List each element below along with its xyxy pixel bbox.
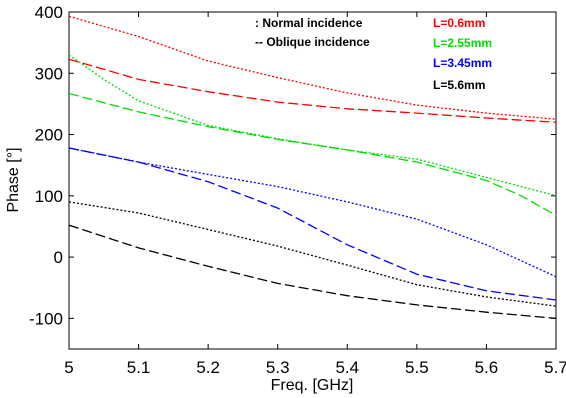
- x-tick-label: 5: [64, 358, 73, 377]
- y-tick-label: -100: [29, 309, 63, 328]
- x-tick-label: 5.2: [196, 358, 220, 377]
- x-tick-label: 5.6: [475, 358, 499, 377]
- y-axis-label: Phase [°]: [5, 147, 22, 212]
- x-axis-label: Freq. [GHz]: [271, 377, 354, 394]
- x-tick-label: 5.3: [266, 358, 290, 377]
- x-tick-label: 5.1: [127, 358, 151, 377]
- series-line-2-dashed: [68, 58, 557, 123]
- y-tick-label: 400: [35, 3, 63, 22]
- series-line-1-dotted: [68, 15, 557, 120]
- series-line-8-dashed: [68, 224, 557, 320]
- x-tick-label: 5.7: [544, 358, 566, 377]
- legend-l-2-55mm: L=2.55mm: [433, 36, 492, 50]
- y-tick-label: 0: [54, 248, 63, 267]
- series-line-5-dotted: [68, 147, 557, 278]
- series-lines: [68, 15, 557, 320]
- x-tick-label: 5.5: [405, 358, 429, 377]
- y-tick-label: 100: [35, 187, 63, 206]
- series-line-6-dashed: [68, 147, 557, 301]
- legend-l-5-6mm: L=5.6mm: [433, 78, 485, 92]
- y-tick-label: 200: [35, 126, 63, 145]
- plot-area: [68, 11, 557, 350]
- axis-ticks: 5 5.1 5.2 5.3 5.4 5.5 5.6 5.7 -100 0 100 200 300 400: [29, 3, 566, 377]
- y-tick-label: 300: [35, 64, 63, 83]
- legend-normal-incidence: : Normal incidence: [255, 16, 363, 30]
- series-line-7-dotted: [68, 201, 557, 307]
- x-tick-label: 5.4: [335, 358, 359, 377]
- legend-l-3-45mm: L=3.45mm: [433, 56, 492, 70]
- legend-oblique-incidence: -- Oblique incidence: [255, 35, 370, 49]
- legend-l-0-6mm: L=0.6mm: [433, 16, 485, 30]
- series-line-4-dashed: [68, 92, 557, 216]
